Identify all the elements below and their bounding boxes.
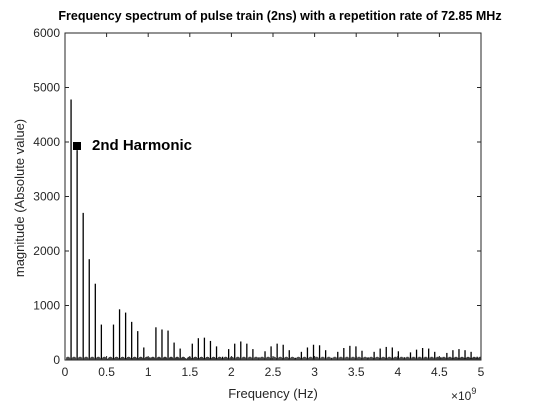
x-tick-label: 4.5 — [431, 365, 448, 379]
x-tick-label: 0.5 — [98, 365, 115, 379]
plot-area: 0 0.5 1 1.5 2 2.5 3 3.5 4 4.5 5 0 1000 2000 3000 4000 50… — [33, 26, 484, 379]
y-axis-label: magnitude (Absolute value) — [12, 119, 27, 277]
x-tick-label: 2 — [228, 365, 235, 379]
x-axis-label: Frequency (Hz) — [228, 386, 318, 401]
x-tick-label: 2.5 — [265, 365, 282, 379]
x-tick-label: 1 — [145, 365, 152, 379]
annotation-marker — [73, 142, 81, 150]
y-tick-label: 3000 — [33, 190, 60, 204]
y-tick-label: 6000 — [33, 26, 60, 40]
x-tick-label: 1.5 — [181, 365, 198, 379]
chart-title: Frequency spectrum of pulse train (2ns) … — [58, 9, 501, 23]
x-exponent-base: ×10 — [451, 389, 472, 403]
y-tick-label: 5000 — [33, 81, 60, 95]
x-tick-label: 0 — [62, 365, 69, 379]
annotation-group: 2nd Harmonic — [73, 137, 192, 154]
x-exponent-power: 9 — [471, 386, 476, 396]
annotation-label: 2nd Harmonic — [92, 137, 192, 154]
x-tick-label: 5 — [478, 365, 485, 379]
y-tick-label: 1000 — [33, 299, 60, 313]
x-exponent-label: ×109 — [451, 386, 476, 403]
y-tick-label: 4000 — [33, 135, 60, 149]
y-tick-label: 0 — [53, 353, 60, 367]
x-tick-label: 3 — [311, 365, 318, 379]
x-tick-label: 4 — [394, 365, 401, 379]
x-tick-label: 3.5 — [348, 365, 365, 379]
y-tick-label: 2000 — [33, 244, 60, 258]
